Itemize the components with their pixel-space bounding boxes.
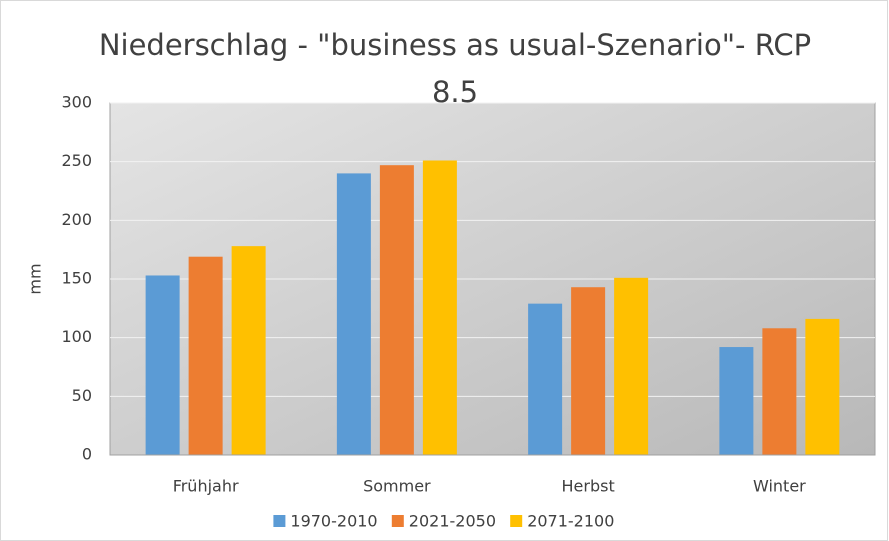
y-tick-label: 250 [61,151,92,170]
y-tick-label: 0 [82,445,92,464]
bar [145,275,180,455]
y-tick-label: 150 [61,269,92,288]
legend-swatch [273,515,286,527]
y-tick-label: 200 [61,210,92,229]
bar [188,256,223,455]
bar [422,160,457,455]
bar [719,347,754,455]
y-tick-label: 50 [72,386,92,405]
y-axis-label: mm [26,263,45,294]
y-tick-label: 300 [61,93,92,112]
legend-swatch [510,515,523,527]
bar [762,328,797,455]
x-tick-label: Herbst [562,477,615,496]
x-tick-label: Sommer [363,477,431,496]
bar [336,173,371,455]
legend-label: 2071-2100 [527,512,614,531]
bar [231,246,266,455]
bar [614,277,649,455]
x-tick-label: Frühjahr [173,477,239,496]
bar [379,165,414,456]
legend-swatch [391,515,404,527]
legend-label: 1970-2010 [290,512,377,531]
bar [528,303,563,455]
x-tick-label: Winter [753,477,806,496]
y-tick-label: 100 [61,327,92,346]
chart-title: Niederschlag - "business as usual-Szenar… [98,28,812,109]
legend-label: 2021-2050 [409,512,496,531]
bar [805,318,840,455]
bar [571,287,606,455]
